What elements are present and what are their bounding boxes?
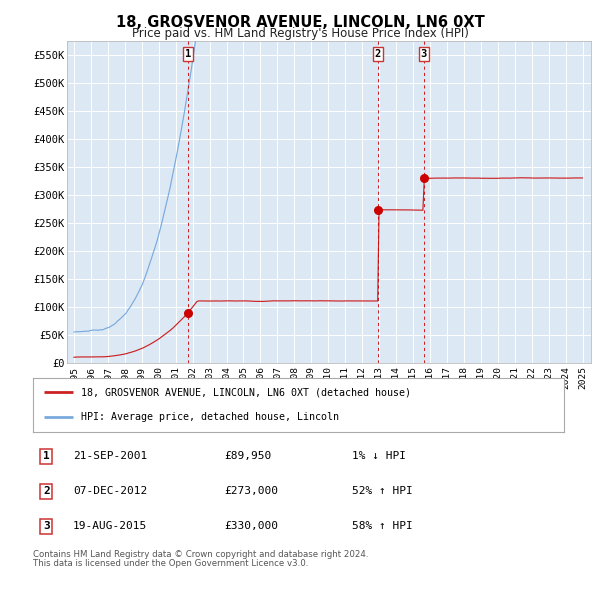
Text: This data is licensed under the Open Government Licence v3.0.: This data is licensed under the Open Gov… <box>33 559 308 568</box>
Text: 58% ↑ HPI: 58% ↑ HPI <box>352 521 412 531</box>
Text: £330,000: £330,000 <box>224 521 278 531</box>
Text: £89,950: £89,950 <box>224 451 271 461</box>
Text: HPI: Average price, detached house, Lincoln: HPI: Average price, detached house, Linc… <box>81 412 339 422</box>
Text: 2: 2 <box>43 486 50 496</box>
Text: 18, GROSVENOR AVENUE, LINCOLN, LN6 0XT (detached house): 18, GROSVENOR AVENUE, LINCOLN, LN6 0XT (… <box>81 387 411 397</box>
Text: 3: 3 <box>43 521 50 531</box>
Text: 1: 1 <box>185 50 191 60</box>
Text: 52% ↑ HPI: 52% ↑ HPI <box>352 486 412 496</box>
Text: 1% ↓ HPI: 1% ↓ HPI <box>352 451 406 461</box>
Text: 2: 2 <box>375 50 381 60</box>
Text: 21-SEP-2001: 21-SEP-2001 <box>73 451 147 461</box>
Text: Contains HM Land Registry data © Crown copyright and database right 2024.: Contains HM Land Registry data © Crown c… <box>33 550 368 559</box>
Text: Price paid vs. HM Land Registry's House Price Index (HPI): Price paid vs. HM Land Registry's House … <box>131 27 469 40</box>
Text: 3: 3 <box>421 50 427 60</box>
Text: 1: 1 <box>43 451 50 461</box>
Text: 19-AUG-2015: 19-AUG-2015 <box>73 521 147 531</box>
Text: 18, GROSVENOR AVENUE, LINCOLN, LN6 0XT: 18, GROSVENOR AVENUE, LINCOLN, LN6 0XT <box>116 15 484 30</box>
Text: £273,000: £273,000 <box>224 486 278 496</box>
Text: 07-DEC-2012: 07-DEC-2012 <box>73 486 147 496</box>
